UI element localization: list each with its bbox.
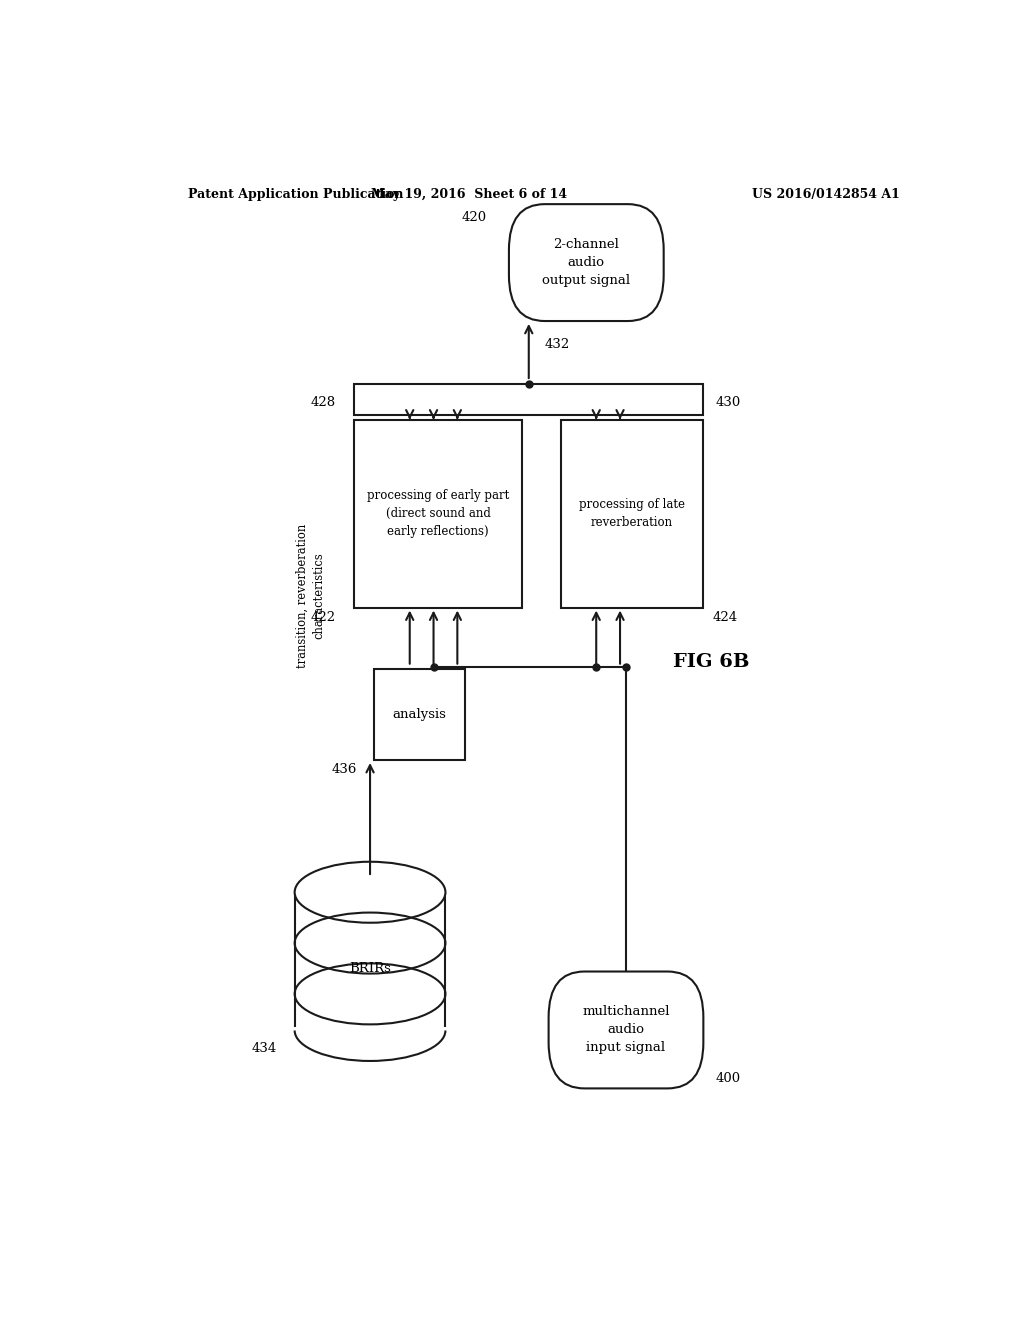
Text: 420: 420 bbox=[462, 211, 486, 224]
FancyBboxPatch shape bbox=[509, 205, 664, 321]
Text: 400: 400 bbox=[715, 1072, 740, 1085]
Text: 436: 436 bbox=[331, 763, 356, 776]
Text: 424: 424 bbox=[713, 611, 738, 623]
Bar bbox=[374, 669, 465, 760]
Ellipse shape bbox=[295, 862, 445, 923]
Text: processing of late
reverberation: processing of late reverberation bbox=[579, 498, 685, 529]
Text: FIG 6B: FIG 6B bbox=[673, 652, 750, 671]
Text: 2-channel
audio
output signal: 2-channel audio output signal bbox=[543, 238, 631, 286]
Bar bbox=[354, 420, 522, 607]
Text: 432: 432 bbox=[545, 338, 570, 351]
Text: processing of early part
(direct sound and
early reflections): processing of early part (direct sound a… bbox=[368, 490, 509, 539]
Text: 430: 430 bbox=[715, 396, 740, 409]
Bar bbox=[560, 420, 703, 607]
Text: 428: 428 bbox=[311, 396, 336, 409]
Text: transition, reverberation
characteristics: transition, reverberation characteristic… bbox=[296, 523, 326, 668]
Text: US 2016/0142854 A1: US 2016/0142854 A1 bbox=[753, 189, 900, 202]
Text: Patent Application Publication: Patent Application Publication bbox=[187, 189, 403, 202]
Text: analysis: analysis bbox=[393, 708, 446, 721]
Text: 434: 434 bbox=[252, 1041, 278, 1055]
Bar bbox=[354, 384, 703, 414]
Text: 422: 422 bbox=[311, 611, 336, 623]
Text: multichannel
audio
input signal: multichannel audio input signal bbox=[583, 1006, 670, 1055]
Text: BRIRs: BRIRs bbox=[349, 962, 391, 975]
FancyBboxPatch shape bbox=[549, 972, 703, 1089]
Text: May 19, 2016  Sheet 6 of 14: May 19, 2016 Sheet 6 of 14 bbox=[371, 189, 567, 202]
Bar bbox=[295, 892, 445, 1036]
